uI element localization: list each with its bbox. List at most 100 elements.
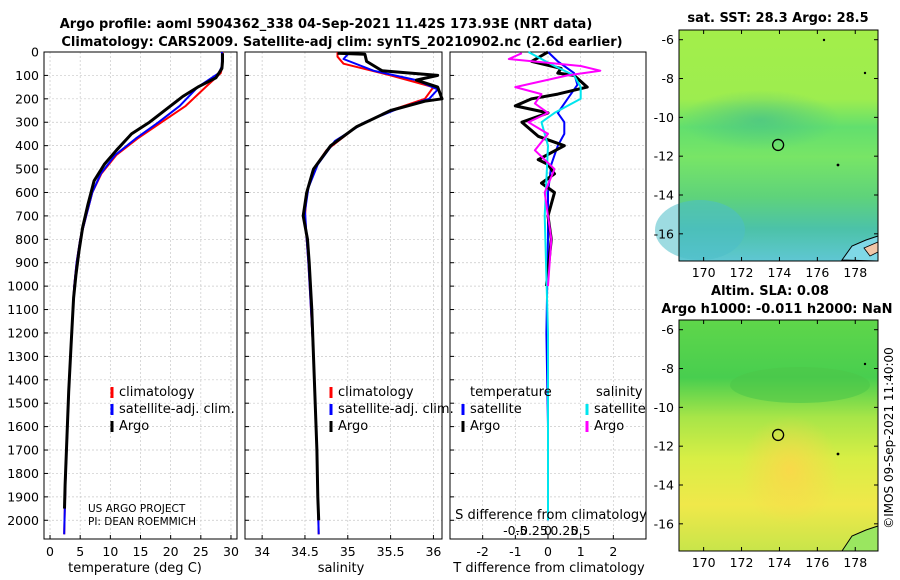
depth-tick-label: 1200 — [7, 325, 39, 340]
lon-tick-label: 170 — [692, 265, 716, 280]
temperature-legend: climatology satellite-adj. clim. Argo — [110, 385, 235, 434]
lat-tick-label: -16 — [654, 516, 674, 531]
depth-tick-label: 1700 — [7, 443, 39, 458]
x-tick-label: 35 — [340, 544, 356, 559]
sla-island-dot — [836, 452, 840, 456]
x-tick-label: 30 — [223, 544, 239, 559]
depth-tick-label: 1800 — [7, 466, 39, 481]
lat-tick-label: -8 — [662, 71, 675, 86]
depth-tick-label: 100 — [15, 68, 39, 83]
title-line1: Argo profile: aoml 5904362_338 04-Sep-20… — [60, 17, 593, 32]
depth-tick-label: 900 — [15, 255, 39, 270]
series-s-argo — [507, 52, 602, 287]
s-scale-tick-label: -0.5 — [503, 523, 527, 538]
argo-float-marker — [771, 138, 785, 152]
lon-tick-label: 170 — [692, 555, 716, 570]
legend-climatology: climatology — [338, 385, 414, 400]
depth-tick-label: 1300 — [7, 349, 39, 364]
series-satellite-adj-clim — [304, 52, 439, 535]
sst-map: sat. SST: 28.3 Argo: 28.5 170 172 174 176 17… — [654, 11, 879, 280]
lon-tick-label: 172 — [730, 555, 754, 570]
lon-tick-label: 176 — [805, 265, 829, 280]
sla-cool-patch — [730, 367, 870, 403]
lat-tick-label: -14 — [654, 188, 674, 203]
depth-tick-label: 700 — [15, 208, 39, 223]
depth-tick-label: 1500 — [7, 396, 39, 411]
lat-tick-label: -12 — [654, 149, 674, 164]
sst-cool-patch — [680, 90, 840, 150]
depth-tick-label: 1900 — [7, 489, 39, 504]
x-tick-label: 15 — [133, 544, 149, 559]
title-line2: Climatology: CARS2009. Satellite-adj cli… — [61, 35, 622, 50]
salinity-legend: climatology satellite-adj. clim. Argo — [329, 385, 454, 434]
sla-map: Altim. SLA: 0.08 Argo h1000: -0.011 h200… — [654, 284, 893, 570]
salinity-axis-label: salinity — [318, 561, 365, 576]
depth-tick-label: 200 — [15, 91, 39, 106]
depth-tick-label: 1000 — [7, 279, 39, 294]
x-tick-label: 36 — [425, 544, 441, 559]
x-tick-label: 10 — [102, 544, 118, 559]
sst-island-dot — [822, 38, 826, 42]
lon-tick-label: 178 — [843, 265, 867, 280]
lon-tick-label: 176 — [805, 555, 829, 570]
series-satellite-adj-clim — [63, 52, 223, 535]
legend-satellite: satellite-adj. clim. — [119, 402, 235, 417]
legend-s-argo: Argo — [594, 419, 624, 434]
series-t-argo — [513, 50, 589, 287]
lat-tick-label: -10 — [654, 400, 674, 415]
difference-legend: temperature salinity satellite Argo sate… — [461, 385, 646, 434]
legend-climatology: climatology — [119, 385, 195, 400]
series-climatology — [304, 52, 435, 535]
credit-line2: PI: DEAN ROEMMICH — [88, 516, 196, 528]
x-tick-label: 35.5 — [377, 544, 405, 559]
lon-tick-label: 178 — [843, 555, 867, 570]
lon-tick-label: 172 — [730, 265, 754, 280]
depth-tick-label: 300 — [15, 115, 39, 130]
sst-island-dot — [863, 71, 867, 75]
x-tick-label: 1 — [577, 544, 585, 559]
x-tick-label: 20 — [163, 544, 179, 559]
depth-tick-label: 600 — [15, 185, 39, 200]
legend-satellite: satellite-adj. clim. — [338, 402, 454, 417]
series-climatology — [63, 52, 224, 535]
sla-map-subtitle: Argo h1000: -0.011 h2000: NaN — [661, 302, 892, 317]
sst-island-dot — [836, 163, 840, 167]
x-tick-label: 25 — [193, 544, 209, 559]
lat-tick-label: -12 — [654, 439, 674, 454]
argo-float-marker — [771, 428, 785, 442]
series-s-satellite — [527, 51, 582, 521]
sla-map-title: Altim. SLA: 0.08 — [711, 284, 829, 299]
lat-tick-label: -14 — [654, 478, 674, 493]
lat-tick-label: -6 — [662, 32, 675, 47]
legend-s-satellite: satellite — [594, 402, 646, 417]
s-scale-tick-label: 0 — [544, 523, 552, 538]
depth-tick-label: 400 — [15, 138, 39, 153]
depth-tick-label: 1600 — [7, 419, 39, 434]
x-tick-label: 34.5 — [291, 544, 319, 559]
legend-title-salinity: salinity — [596, 385, 643, 400]
legend-t-argo: Argo — [470, 419, 500, 434]
x-tick-label: 0 — [46, 544, 54, 559]
salinity-panel: 34 34.5 35 35.5 36 salinity climatology sate… — [244, 51, 454, 576]
s-scale-tick-label: -0.25 — [515, 523, 547, 538]
s-scale-tick-label: 0.5 — [571, 523, 591, 538]
lat-tick-label: -10 — [654, 110, 674, 125]
legend-title-temperature: temperature — [470, 385, 552, 400]
depth-tick-label: 1400 — [7, 372, 39, 387]
x-tick-label: 5 — [76, 544, 84, 559]
lon-tick-label: 174 — [768, 265, 792, 280]
lat-tick-label: -16 — [654, 226, 674, 241]
sla-warm-patch — [740, 415, 840, 525]
temperature-panel: 0100200300400500600700800900100011001200… — [7, 45, 239, 577]
sst-cool-patch — [655, 200, 745, 260]
s-scale-tick-label: 0.25 — [550, 523, 578, 538]
lat-tick-label: -8 — [662, 361, 675, 376]
x-tick-label: -1 — [509, 544, 521, 559]
x-tick-label: 34 — [254, 544, 270, 559]
t-difference-axis-label: T difference from climatology — [452, 561, 645, 576]
lon-tick-label: 174 — [768, 555, 792, 570]
x-tick-label: 0 — [544, 544, 552, 559]
imos-credit: ©IMOS 09-Sep-2021 11:40:00 — [882, 347, 896, 529]
